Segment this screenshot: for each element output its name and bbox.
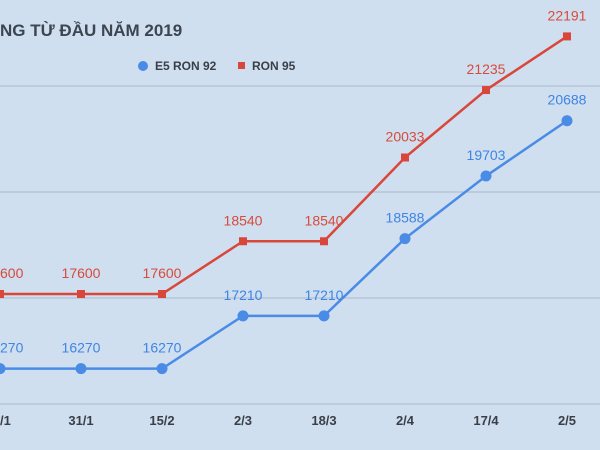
x-axis-ticks: /1 31/1 15/2 2/3 18/3 2/4 17/4 2/5 bbox=[0, 413, 576, 428]
x-tick-label: 2/4 bbox=[396, 413, 415, 428]
x-tick-label: /1 bbox=[0, 413, 11, 428]
data-label-e5-ron-92: 18588 bbox=[386, 210, 425, 226]
series-line-ron-95 bbox=[0, 35, 568, 296]
x-tick-label: 18/3 bbox=[311, 413, 336, 428]
point-ron-95 bbox=[563, 32, 571, 41]
data-label-ron-95: 20033 bbox=[386, 128, 425, 144]
point-e5-ron-92 bbox=[561, 115, 573, 127]
point-e5-ron-92 bbox=[399, 233, 411, 245]
data-label-ron-95: 17600 bbox=[62, 265, 101, 281]
point-e5-ron-92 bbox=[318, 310, 330, 322]
point-ron-95 bbox=[158, 290, 166, 298]
chart-title: NG TỪ ĐẦU NĂM 2019 bbox=[0, 21, 182, 40]
data-markers bbox=[0, 32, 573, 375]
data-label-e5-ron-92: 16270 bbox=[62, 340, 101, 356]
legend: E5 RON 92 RON 95 bbox=[138, 59, 296, 73]
series-line-e5-ron-92 bbox=[0, 119, 568, 370]
data-label-ron-95: 18540 bbox=[224, 212, 263, 228]
legend-label-e5-ron92: E5 RON 92 bbox=[155, 59, 217, 73]
point-e5-ron-92 bbox=[0, 363, 6, 375]
x-tick-label: 17/4 bbox=[473, 413, 499, 428]
data-label-e5-ron-92: 17210 bbox=[224, 287, 263, 303]
point-ron-95 bbox=[401, 153, 409, 162]
point-e5-ron-92 bbox=[480, 170, 492, 182]
data-label-ron-95: 18540 bbox=[305, 212, 344, 228]
data-label-e5-ron-92: 270 bbox=[0, 340, 24, 356]
data-labels: 270 16270 16270 17210 17210 18588 19703 20688 60… bbox=[0, 7, 587, 355]
legend-marker-ron95 bbox=[238, 62, 245, 69]
point-ron-95 bbox=[320, 237, 328, 246]
point-e5-ron-92 bbox=[75, 363, 87, 375]
data-label-e5-ron-92: 17210 bbox=[305, 287, 344, 303]
data-label-ron-95: 600 bbox=[0, 265, 24, 281]
point-ron-95 bbox=[0, 290, 4, 298]
point-e5-ron-92 bbox=[156, 363, 168, 375]
data-label-ron-95: 21235 bbox=[467, 61, 506, 77]
data-label-e5-ron-92: 20688 bbox=[548, 92, 587, 108]
point-ron-95 bbox=[482, 86, 490, 95]
point-ron-95 bbox=[77, 290, 85, 298]
point-e5-ron-92 bbox=[237, 310, 249, 322]
legend-label-ron95: RON 95 bbox=[252, 59, 296, 73]
data-label-ron-95: 22191 bbox=[548, 7, 587, 23]
series-lines bbox=[0, 35, 568, 370]
point-ron-95 bbox=[239, 237, 247, 246]
x-tick-label: 31/1 bbox=[68, 413, 93, 428]
gridlines bbox=[0, 85, 600, 405]
legend-marker-e5-ron92 bbox=[138, 61, 148, 71]
x-tick-label: 2/5 bbox=[558, 413, 576, 428]
data-label-e5-ron-92: 19703 bbox=[467, 147, 506, 163]
x-tick-label: 2/3 bbox=[234, 413, 252, 428]
x-tick-label: 15/2 bbox=[149, 413, 174, 428]
data-label-ron-95: 17600 bbox=[143, 265, 182, 281]
data-label-e5-ron-92: 16270 bbox=[143, 340, 182, 356]
